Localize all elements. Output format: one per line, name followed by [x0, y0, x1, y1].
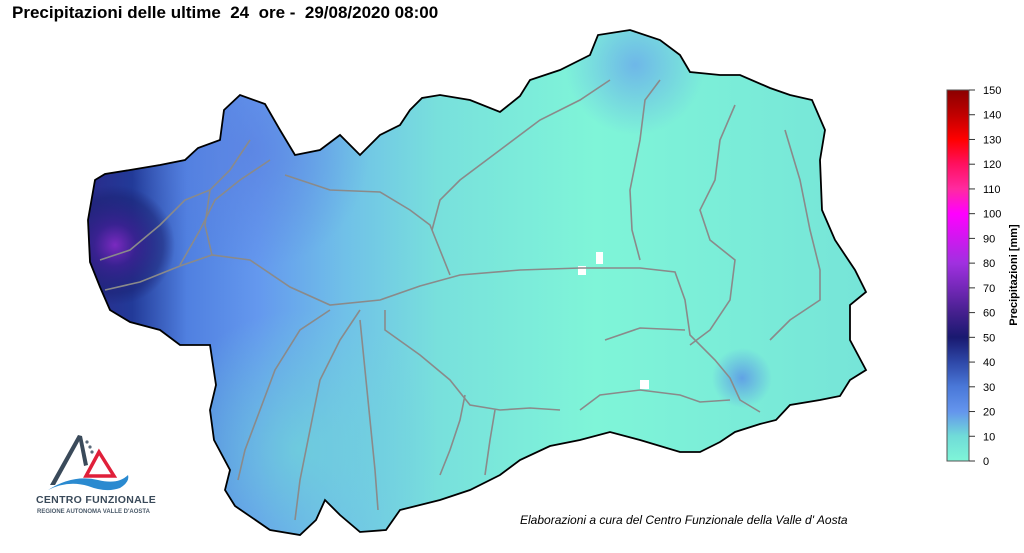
colorbar-tick-label: 50	[983, 332, 995, 344]
logo-emblem-icon	[48, 435, 129, 491]
river-dora-baltea	[104, 254, 761, 413]
river-tributary	[431, 79, 611, 231]
colorbar-tick-label: 130	[983, 134, 1001, 146]
river-tributary	[689, 104, 736, 346]
river-tributary	[359, 319, 379, 511]
colorbar-tick-label: 60	[983, 308, 995, 320]
colorbar-tick-label: 0	[983, 456, 989, 468]
map-title: Precipitazioni delle ultime 24 ore - 29/…	[12, 3, 439, 22]
colorbar-tick-label: 80	[983, 258, 995, 270]
river-tributary	[284, 174, 451, 276]
river-tributary	[579, 389, 731, 411]
river-tributary	[99, 139, 251, 261]
river-tributary	[439, 394, 466, 476]
logo-name: CENTRO FUNZIONALE	[36, 494, 157, 506]
colorbar-tick-label: 140	[983, 110, 1001, 122]
region-border	[87, 29, 868, 536]
river-network	[99, 79, 821, 521]
river-tributary	[294, 309, 361, 521]
colorbar-tick-label: 110	[983, 184, 1001, 196]
colorbar-tick-label: 120	[983, 159, 1001, 171]
river-tributary	[484, 409, 496, 476]
colorbar-tick-label: 10	[983, 431, 995, 443]
colorbar-tick-label: 40	[983, 357, 995, 369]
colorbar-tick-label: 20	[983, 407, 995, 419]
colorbar	[946, 89, 970, 462]
colorbar-tick-label: 70	[983, 283, 995, 295]
river-tributary	[179, 159, 271, 266]
river-tributary	[204, 189, 213, 256]
river-tributary	[629, 79, 661, 261]
river-tributary	[604, 327, 686, 341]
river-tributary	[237, 309, 331, 481]
colorbar-label: Precipitazioni [mm]	[1008, 224, 1020, 326]
river-tributary	[769, 129, 821, 341]
centro-funzionale-logo: CENTRO FUNZIONALE REGIONE AUTONOMA VALLE…	[28, 430, 157, 520]
river-tributary	[384, 310, 561, 411]
colorbar-tick-label: 150	[983, 85, 1001, 97]
logo-subtitle: REGIONE AUTONOMA VALLE D'AOSTA	[37, 509, 150, 515]
colorbar-tick-label: 30	[983, 382, 995, 394]
footer-credit: Elaborazioni a cura del Centro Funzional…	[520, 513, 848, 527]
colorbar-tick-label: 90	[983, 233, 995, 245]
colorbar-tick-label: 100	[983, 209, 1001, 221]
